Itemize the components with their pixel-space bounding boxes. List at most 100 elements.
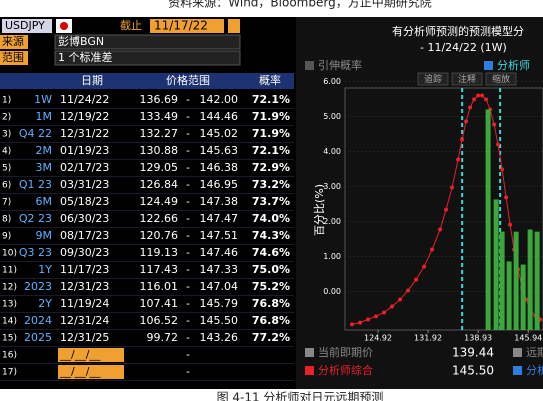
row-index: 16) — [2, 351, 17, 361]
date: 03/31/23 — [60, 178, 109, 191]
row-index: 1) — [2, 96, 11, 106]
probability: 75.2% — [252, 280, 290, 293]
point — [468, 105, 473, 110]
footer-label: 当前即期价 — [318, 345, 373, 359]
y-tick-label: 4.00 — [323, 147, 341, 156]
date-input[interactable] — [58, 348, 124, 362]
row-index: 6) — [2, 181, 11, 191]
bar — [513, 231, 519, 330]
range-low: 133.49 — [140, 110, 179, 123]
point — [484, 97, 489, 102]
point — [472, 97, 477, 102]
range: 1 个标准差 — [58, 50, 113, 64]
footer-swatch[interactable] — [305, 366, 314, 375]
range-high: 145.50 — [200, 314, 239, 327]
ticker: USDJPY — [5, 19, 45, 32]
tenor: 1W — [34, 93, 52, 106]
date: 11/17/23 — [60, 263, 109, 276]
date-input[interactable] — [58, 365, 124, 379]
point — [382, 310, 387, 315]
range-box[interactable] — [54, 50, 241, 66]
range-high: 147.46 — [200, 246, 239, 259]
probability: 73.7% — [252, 195, 290, 208]
legend-checkbox[interactable] — [305, 61, 314, 70]
range-sep: - — [186, 331, 190, 344]
range-sep: - — [186, 212, 190, 225]
range-high: 146.38 — [200, 161, 239, 174]
legend-checkbox[interactable] — [484, 61, 493, 70]
row-index: 3) — [2, 130, 11, 140]
point — [476, 93, 481, 98]
range-low: 130.88 — [140, 144, 179, 157]
range-high: 147.33 — [200, 263, 239, 276]
point — [460, 137, 465, 142]
range-sep: - — [186, 297, 190, 310]
point — [492, 122, 497, 127]
as-of: 11/17/22 — [154, 19, 208, 33]
x-tick-label: 138.93 — [464, 334, 492, 343]
range-high: 145.63 — [200, 144, 239, 157]
range-high: 143.26 — [200, 331, 239, 344]
probability: 72.1% — [252, 144, 290, 157]
source-box[interactable] — [54, 34, 241, 50]
caption: 资料来源：Wind，Bloomberg，方正中期研究院 — [168, 0, 431, 10]
range-sep: - — [186, 127, 190, 140]
range-low: 129.05 — [140, 161, 179, 174]
row-index: 9) — [2, 232, 11, 242]
row-index: 13) — [2, 300, 17, 310]
range-sep: - — [186, 161, 190, 174]
y-tick-label: 6.00 — [323, 77, 341, 86]
toolbar-label: 缩放 — [492, 73, 510, 85]
point — [398, 297, 403, 302]
probability: 74.3% — [252, 229, 290, 242]
row-index: 7) — [2, 198, 11, 208]
tenor: 9M — [36, 229, 53, 242]
table-header — [0, 73, 294, 89]
footer-swatch[interactable] — [513, 348, 522, 357]
range-sep: - — [186, 195, 190, 208]
range-label: 范围 — [2, 50, 24, 64]
column-header: 概率 — [259, 73, 281, 87]
tenor: 1Y — [38, 263, 52, 276]
row-index: 17) — [2, 368, 17, 378]
tenor: 2Y — [38, 297, 52, 310]
date: 12/31/24 — [60, 314, 109, 327]
tenor: Q2 23 — [19, 212, 52, 225]
bar — [506, 261, 512, 330]
y-tick-label: 1.00 — [323, 252, 341, 261]
date: 12/31/23 — [60, 280, 109, 293]
range-sep: - — [186, 229, 190, 242]
y-tick-label: 0.00 — [323, 287, 341, 296]
row-index: 14) — [2, 317, 17, 327]
probability: 72.9% — [252, 161, 290, 174]
tenor: 2024 — [24, 314, 52, 327]
tenor: 2023 — [24, 280, 52, 293]
probability: 75.0% — [252, 263, 290, 276]
point — [414, 277, 419, 282]
as-of-box[interactable] — [150, 19, 224, 33]
date: 05/18/23 — [60, 195, 109, 208]
dropdown[interactable] — [228, 19, 240, 33]
row-index: 11) — [2, 266, 17, 276]
date: 09/30/23 — [60, 246, 109, 259]
footer-swatch[interactable] — [513, 366, 522, 375]
date: 06/30/23 — [60, 212, 109, 225]
probability: 74.6% — [252, 246, 290, 259]
chart-subtitle: - 11/24/22 (1W) — [420, 41, 507, 54]
point — [508, 222, 513, 227]
toolbar-button[interactable] — [451, 72, 483, 86]
footer-label: 分析 — [526, 363, 543, 377]
range-high: 145.79 — [200, 297, 239, 310]
range-low: 122.66 — [140, 212, 179, 225]
point — [374, 314, 379, 319]
tenor: Q4 22 — [19, 127, 52, 140]
footer-label: 分析师综合 — [318, 363, 373, 377]
x-tick-label: 124.92 — [364, 334, 392, 343]
ticker-box[interactable] — [2, 19, 52, 33]
range-high: 147.47 — [200, 212, 239, 225]
point — [350, 322, 355, 327]
tenor: Q1 23 — [19, 178, 52, 191]
footer-swatch[interactable] — [305, 348, 314, 357]
